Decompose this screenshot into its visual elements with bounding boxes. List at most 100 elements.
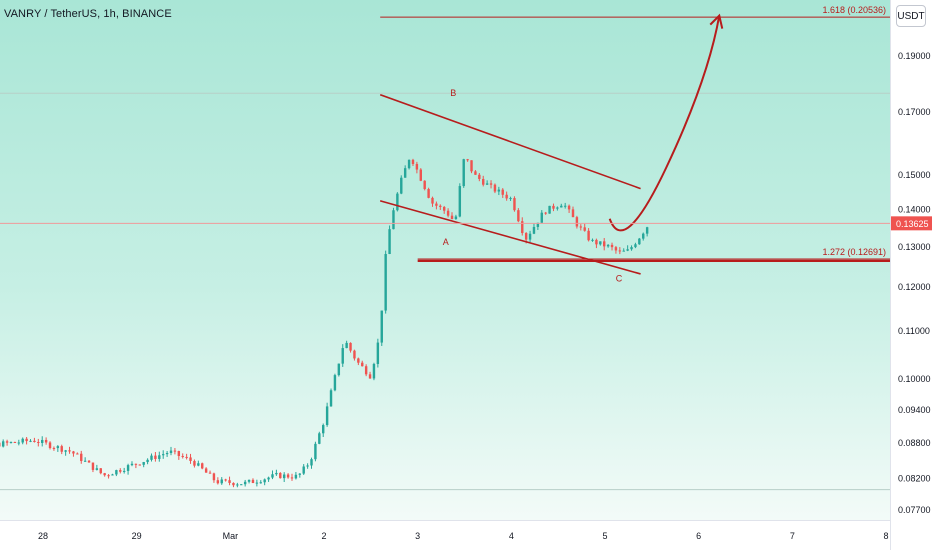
candle-body	[298, 473, 302, 475]
candle-body	[87, 460, 91, 463]
candle-body	[505, 194, 508, 199]
candle-body	[33, 440, 36, 442]
candle-body	[189, 457, 192, 461]
candle-body	[442, 206, 446, 211]
candle-body	[579, 226, 583, 228]
candle-body	[64, 450, 67, 452]
candle-body	[337, 363, 341, 376]
candle-body	[154, 455, 157, 459]
candle-body	[236, 484, 239, 486]
candle-body	[68, 450, 71, 452]
projection-curve	[608, 15, 721, 232]
candle-body	[146, 459, 149, 463]
candle-body	[509, 198, 512, 200]
candle-body	[353, 350, 356, 359]
candle-body	[275, 472, 278, 475]
candle-body	[372, 363, 376, 379]
candle-body	[489, 183, 493, 185]
candle-body	[556, 207, 559, 209]
candle-body	[435, 203, 438, 206]
candle-body	[290, 477, 294, 479]
candle-body	[29, 440, 32, 442]
candle-body	[306, 465, 309, 467]
candle-body	[630, 247, 633, 250]
current-price-tag	[891, 216, 932, 231]
candle-body	[552, 205, 555, 209]
candle-body	[427, 189, 430, 198]
candle-body	[83, 460, 87, 462]
candle-body	[208, 472, 212, 474]
candle-body	[638, 238, 641, 245]
candle-body	[439, 205, 442, 207]
wave-label-b: B	[450, 88, 456, 98]
candle-body	[380, 310, 383, 343]
candle-body	[482, 178, 485, 185]
candle-body	[376, 342, 380, 364]
x-tick-label: 3	[415, 531, 420, 541]
candle-body	[21, 438, 24, 443]
candle-body	[595, 239, 598, 245]
candle-body	[513, 198, 516, 211]
candle-body	[517, 210, 520, 222]
candle-body	[614, 247, 618, 251]
y-tick-label: 0.13000	[898, 242, 931, 252]
candle-body	[349, 342, 352, 351]
candle-body	[165, 452, 169, 455]
candle-body	[1, 441, 5, 447]
candle-body	[634, 244, 637, 248]
candle-body	[325, 406, 329, 426]
candle-body	[122, 470, 126, 472]
candle-body	[263, 479, 266, 483]
candle-body	[37, 441, 40, 443]
candle-body	[224, 479, 227, 481]
candle-body	[60, 446, 63, 452]
candle-body	[56, 446, 60, 449]
candle-body	[587, 230, 590, 241]
candle-body	[560, 205, 563, 208]
projection-arrow-head	[709, 13, 724, 29]
candle-body	[322, 425, 325, 434]
candle-body	[314, 443, 317, 460]
candle-body	[286, 474, 290, 478]
candle-body	[622, 250, 625, 252]
candle-body	[294, 474, 298, 479]
x-tick-label: 7	[790, 531, 795, 541]
candle-body	[80, 453, 83, 461]
candle-body	[450, 215, 454, 219]
x-tick-label: 8	[883, 531, 888, 541]
candle-body	[138, 464, 141, 466]
candle-body	[111, 474, 114, 476]
current-price-label: 0.13625	[896, 219, 929, 229]
candle-body	[591, 239, 594, 241]
candle-body	[44, 439, 48, 443]
candle-body	[212, 473, 216, 481]
candle-body	[103, 473, 106, 476]
candle-body	[259, 482, 262, 484]
candle-body	[232, 482, 235, 486]
currency-button[interactable]: USDT	[896, 5, 926, 27]
candle-body	[423, 180, 426, 190]
candle-body	[25, 438, 28, 442]
candle-body	[115, 470, 118, 475]
candle-body	[532, 226, 536, 234]
candle-body	[392, 210, 395, 230]
candle-body	[329, 390, 333, 407]
candle-body	[364, 366, 368, 375]
wave-label-c: C	[616, 274, 623, 284]
y-tick-label: 0.11000	[898, 326, 930, 336]
candle-body	[411, 159, 415, 164]
x-tick-label: 2	[321, 531, 326, 541]
candle-body	[130, 463, 134, 466]
candle-body	[341, 348, 344, 364]
candle-body	[388, 229, 391, 255]
fib-level-label: 1.272 (0.12691)	[822, 247, 886, 257]
candle-body	[400, 177, 403, 194]
candle-body	[41, 439, 44, 443]
candle-body	[185, 456, 188, 458]
y-tick-label: 0.10000	[898, 374, 931, 384]
candle-body	[583, 227, 586, 231]
x-tick-label: Mar	[223, 531, 239, 541]
candle-body	[606, 244, 610, 247]
